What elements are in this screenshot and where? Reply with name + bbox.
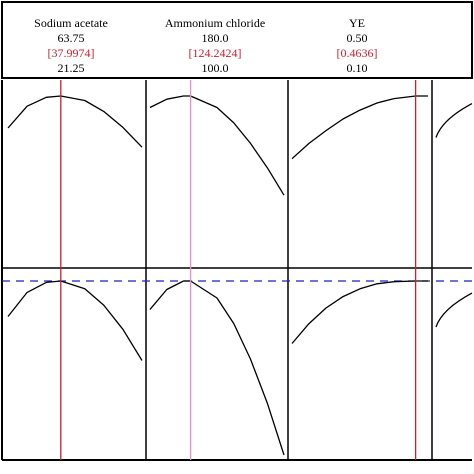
factor-current: [124.2424] [188, 46, 242, 60]
profile-curve-row1-partial [435, 103, 473, 138]
factor-low: 0.10 [346, 61, 368, 75]
profile-curve-row1-sodium-acetate [7, 95, 143, 148]
profile-curve-row1-ye [291, 95, 428, 160]
factor-current: [37.9974] [47, 46, 95, 60]
factor-header-ammonium-chloride: Ammonium chloride 180.0 [124.2424] 100.0 [140, 16, 290, 76]
profile-curve-row2-ye [291, 280, 428, 344]
factor-low: 21.25 [57, 61, 85, 75]
factor-current: [0.4636] [336, 46, 378, 60]
profile-curve-row2-ammonium-chloride [149, 280, 285, 456]
profile-curve-row1-ammonium-chloride [149, 95, 285, 196]
factor-header-ye: YE 0.50 [0.4636] 0.10 [282, 16, 432, 76]
factor-name: YE [349, 16, 365, 30]
factor-high: 180.0 [201, 31, 229, 45]
header-frame [1, 1, 473, 79]
factor-name: Sodium acetate [34, 16, 108, 30]
profile-curve-row2-sodium-acetate [7, 280, 143, 361]
factor-header-sodium-acetate: Sodium acetate 63.75 [37.9974] 21.25 [0, 16, 146, 76]
factor-name: Ammonium chloride [164, 16, 266, 30]
profile-curve-row2-partial [435, 292, 473, 328]
factor-high: 0.50 [346, 31, 368, 45]
factor-low: 100.0 [201, 61, 229, 75]
factor-high: 63.75 [57, 31, 85, 45]
